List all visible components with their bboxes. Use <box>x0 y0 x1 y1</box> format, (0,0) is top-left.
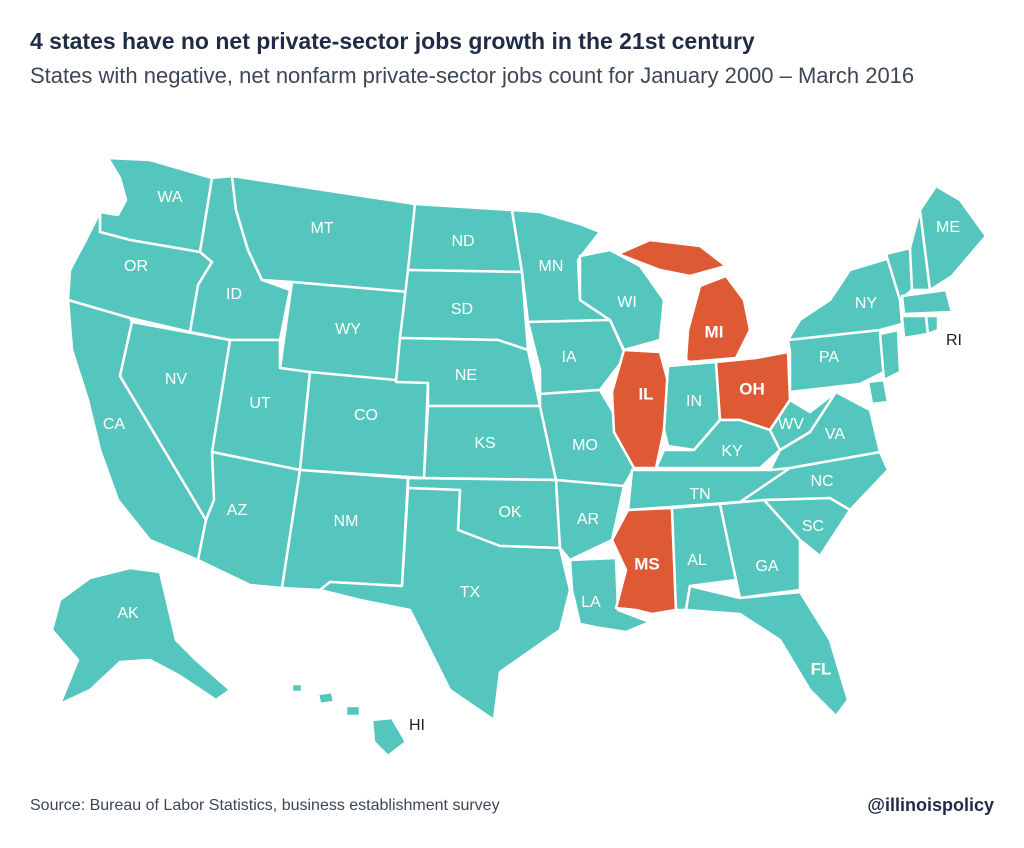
state-DE[interactable] <box>866 378 890 406</box>
state-FL[interactable] <box>684 584 850 718</box>
label-MO: MO <box>572 437 598 454</box>
label-IN: IN <box>686 393 702 410</box>
label-IA: IA <box>561 349 576 366</box>
label-MT: MT <box>310 220 333 237</box>
chart-subtitle: States with negative, net nonfarm privat… <box>30 63 915 88</box>
label-CO: CO <box>354 407 378 424</box>
label-NY: NY <box>855 295 878 312</box>
label-CA: CA <box>103 416 126 433</box>
label-KY: KY <box>721 443 743 460</box>
label-AL: AL <box>687 552 707 569</box>
label-MS: MS <box>634 554 660 573</box>
label-NE: NE <box>455 367 477 384</box>
state-MA[interactable] <box>900 288 954 316</box>
label-OH: OH <box>739 379 765 398</box>
label-NC: NC <box>810 473 833 490</box>
state-NY[interactable] <box>786 256 904 342</box>
label-WY: WY <box>335 321 361 338</box>
state-HI-4[interactable] <box>290 682 304 694</box>
state-RI[interactable] <box>924 314 940 336</box>
state-HI-1[interactable] <box>370 716 408 758</box>
label-MI: MI <box>705 322 724 341</box>
label-SC: SC <box>802 518 824 535</box>
state-LA[interactable] <box>568 556 652 634</box>
state-HI-2[interactable] <box>344 704 362 718</box>
label-ID: ID <box>226 286 242 303</box>
label-AK: AK <box>117 605 139 622</box>
label-WI: WI <box>617 294 637 311</box>
label-TX: TX <box>460 584 481 601</box>
label-VA: VA <box>825 426 845 443</box>
label-WV: WV <box>778 416 804 433</box>
label-RI: RI <box>946 332 962 349</box>
state-AK[interactable] <box>50 566 232 706</box>
source-note: Source: Bureau of Labor Statistics, busi… <box>30 797 500 814</box>
state-AR[interactable] <box>554 478 626 562</box>
label-AZ: AZ <box>227 502 248 519</box>
label-ME: ME <box>936 219 960 236</box>
label-NM: NM <box>334 513 359 530</box>
label-HI: HI <box>409 717 425 734</box>
state-MI-upper[interactable] <box>616 238 728 278</box>
label-GA: GA <box>755 558 778 575</box>
label-LA: LA <box>581 594 601 611</box>
label-UT: UT <box>249 395 271 412</box>
label-MN: MN <box>539 258 564 275</box>
state-WV[interactable] <box>768 390 838 452</box>
chart-title: 4 states have no net private-sector jobs… <box>30 28 755 54</box>
label-AR: AR <box>577 511 599 528</box>
state-MI[interactable] <box>684 274 752 364</box>
label-KS: KS <box>474 435 495 452</box>
label-PA: PA <box>819 349 839 366</box>
label-OK: OK <box>498 504 521 521</box>
brand-handle: @illinoispolicy <box>867 795 994 815</box>
state-HI-3[interactable] <box>316 690 336 706</box>
state-ME[interactable] <box>918 184 988 292</box>
label-WA: WA <box>157 189 183 206</box>
label-NV: NV <box>165 371 188 388</box>
state-NC[interactable] <box>738 450 890 512</box>
label-TN: TN <box>689 486 710 503</box>
label-ND: ND <box>451 233 474 250</box>
state-TX[interactable] <box>318 486 572 722</box>
label-OR: OR <box>124 258 148 275</box>
state-NJ[interactable] <box>878 328 902 382</box>
label-IL: IL <box>638 384 653 403</box>
state-CT[interactable] <box>900 314 930 340</box>
label-SD: SD <box>451 301 473 318</box>
state-CO[interactable] <box>298 370 430 480</box>
state-IA[interactable] <box>526 318 628 396</box>
label-FL: FL <box>811 659 832 678</box>
state-labels: WA OR CA NV ID MT WY UT AZ CO NM ND SD N… <box>103 189 962 734</box>
